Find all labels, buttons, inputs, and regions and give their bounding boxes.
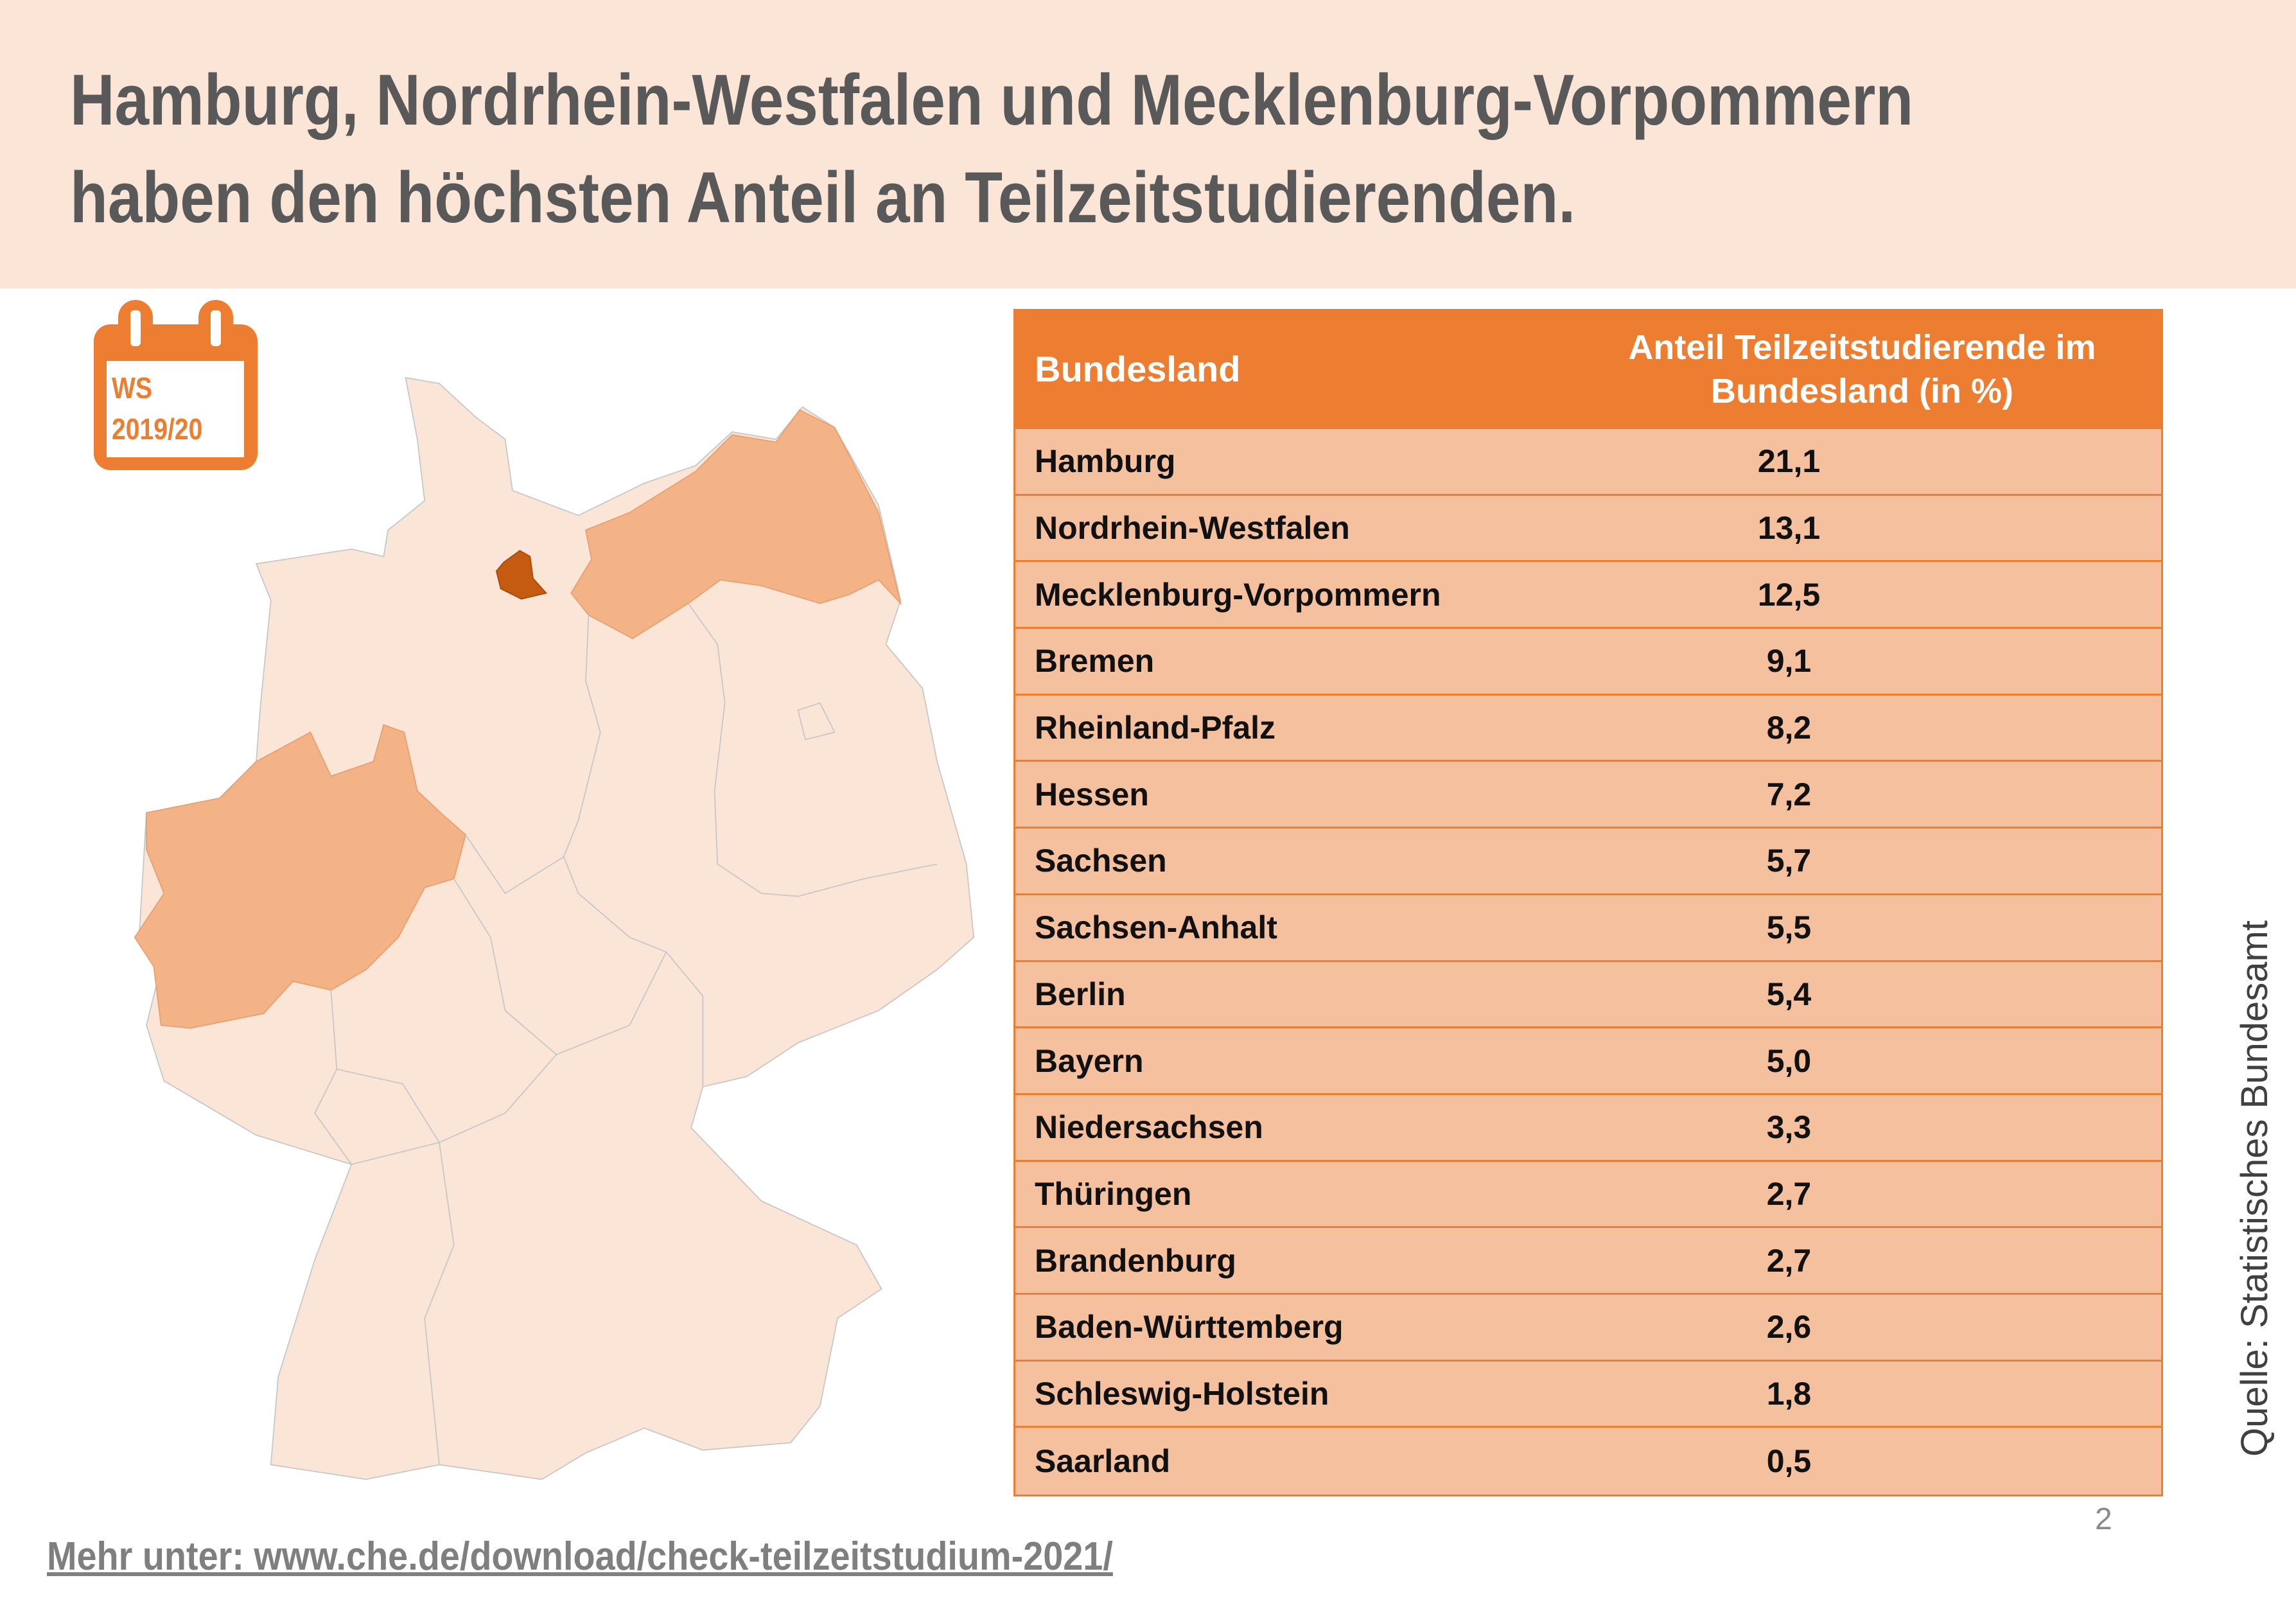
cell-anteil: 5,5 [1766,909,1812,946]
cell-bundesland: Schleswig-Holstein [1035,1375,1329,1412]
source-note: Quelle: Statistisches Bundesamt [2234,920,2275,1457]
table-row: Sachsen 5,7 [1015,829,2161,895]
cell-anteil: 0,5 [1766,1443,1812,1480]
cell-anteil: 5,0 [1766,1042,1812,1079]
table-row: Bremen 9,1 [1015,629,2161,696]
table-row: Baden-Württemberg 2,6 [1015,1294,2161,1362]
calendar-icon: WS 2019/20 [94,300,258,470]
cell-bundesland: Sachsen-Anhalt [1035,909,1277,946]
table-row: Rheinland-Pfalz 8,2 [1015,695,2161,762]
cell-anteil: 13,1 [1757,510,1821,547]
table-row: Saarland 0,5 [1015,1428,2161,1495]
semester-year: 2019/20 [112,412,203,446]
cell-bundesland: Bremen [1035,643,1155,680]
cell-bundesland: Baden-Württemberg [1035,1309,1344,1346]
cell-anteil: 12,5 [1757,576,1821,613]
cell-anteil: 5,4 [1766,976,1812,1012]
cell-anteil: 21,1 [1757,443,1821,480]
cell-bundesland: Rheinland-Pfalz [1035,710,1276,746]
table-header: Bundesland Anteil Teilzeitstudierende im… [1013,309,2163,429]
table-row: Berlin 5,4 [1015,961,2161,1029]
calendar-ring [118,300,153,351]
cell-bundesland: Mecklenburg-Vorpommern [1035,576,1441,613]
title-line-2: haben den höchsten Anteil an Teilzeitstu… [70,157,1576,238]
cell-bundesland: Bayern [1035,1042,1144,1079]
cell-anteil: 1,8 [1766,1375,1812,1412]
cell-bundesland: Thüringen [1035,1175,1192,1212]
more-info-link[interactable]: Mehr unter: www.che.de/download/check-te… [47,1534,1113,1579]
map-state-borders [314,602,938,1465]
map-nordrhein-westfalen [134,724,467,1029]
map-hamburg [495,550,548,600]
title-line-1: Hamburg, Nordrhein-Westfalen und Mecklen… [70,60,1914,140]
page-title: Hamburg, Nordrhein-Westfalen und Mecklen… [70,51,1913,247]
germany-map [134,377,975,1480]
cell-anteil: 3,3 [1766,1109,1812,1146]
cell-bundesland: Sachsen [1035,843,1167,879]
cell-anteil: 2,6 [1766,1309,1812,1346]
table-row: Hamburg 21,1 [1015,429,2161,496]
semester-label: WS [112,371,152,405]
cell-anteil: 2,7 [1766,1242,1812,1279]
table-row: Niedersachsen 3,3 [1015,1094,2161,1162]
table-row: Sachsen-Anhalt 5,5 [1015,895,2161,962]
table-row: Mecklenburg-Vorpommern 12,5 [1015,562,2161,629]
column-header-anteil: Anteil Teilzeitstudierende im Bundesland… [1628,328,2096,410]
cell-anteil: 5,7 [1766,843,1812,879]
cell-bundesland: Berlin [1035,976,1126,1012]
map-mecklenburg-vorpommern [570,409,902,640]
table-row: Hessen 7,2 [1015,762,2161,829]
table-row: Schleswig-Holstein 1,8 [1015,1361,2161,1428]
table-row: Nordrhein-Westfalen 13,1 [1015,495,2161,563]
cell-anteil: 7,2 [1766,776,1812,812]
cell-bundesland: Hamburg [1035,443,1176,480]
cell-bundesland: Niedersachsen [1035,1109,1263,1146]
table-row: Brandenburg 2,7 [1015,1228,2161,1295]
page-number: 2 [2095,1502,2112,1536]
cell-anteil: 9,1 [1766,643,1812,680]
table-row: Bayern 5,0 [1015,1028,2161,1095]
table-row: Thüringen 2,7 [1015,1161,2161,1229]
title-band: Hamburg, Nordrhein-Westfalen und Mecklen… [0,0,2296,288]
cell-anteil: 8,2 [1766,710,1812,746]
cell-bundesland: Nordrhein-Westfalen [1035,510,1350,547]
cell-bundesland: Brandenburg [1035,1242,1236,1279]
calendar-face [107,361,244,457]
bundesland-table: Bundesland Anteil Teilzeitstudierende im… [1013,309,2163,1496]
cell-bundesland: Saarland [1035,1443,1171,1480]
column-header-bundesland: Bundesland [1035,349,1241,389]
cell-anteil: 2,7 [1766,1175,1812,1212]
table-body: Hamburg 21,1 Nordrhein-Westfalen 13,1 Meckle… [1013,429,2163,1496]
cell-bundesland: Hessen [1035,776,1149,812]
calendar-ring [198,300,233,351]
